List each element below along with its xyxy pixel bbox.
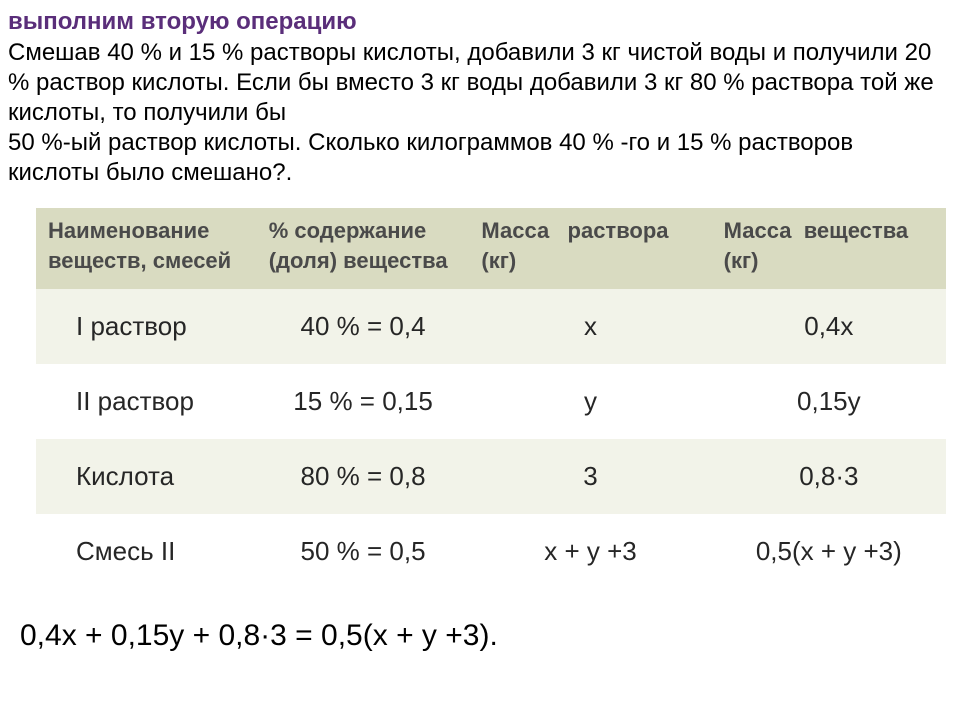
cell-mass-substance: 0,15y [712,364,946,439]
data-table: Наименование веществ, смесей % содержани… [36,208,946,589]
table-header-solution-mass: Масса раствора (кг) [469,208,711,289]
table-header-name: Наименование веществ, смесей [36,208,257,289]
problem-statement: Смешав 40 % и 15 % растворы кислоты, доб… [8,38,940,188]
table-row: I раствор 40 % = 0,4 x 0,4x [36,289,946,364]
table-row: Смесь II 50 % = 0,5 x + y +3 0,5(x + y +… [36,514,946,589]
cell-mass-solution: 3 [469,439,711,514]
slide-content: выполним вторую операцию Смешав 40 % и 1… [0,0,960,653]
table-header-solution-mass-text: Масса раствора (кг) [481,218,668,273]
cell-mass-solution: x [469,289,711,364]
cell-name: I раствор [36,289,257,364]
slide-title: выполним вторую операцию [8,8,940,36]
cell-name: Смесь II [36,514,257,589]
cell-percent: 15 % = 0,15 [257,364,470,439]
table-header-percent: % содержание (доля) вещества [257,208,470,289]
result-equation: 0,4x + 0,15y + 0,8·3 = 0,5(x + y +3). [20,619,940,653]
cell-mass-substance: 0,4x [712,289,946,364]
cell-percent: 80 % = 0,8 [257,439,470,514]
cell-percent: 50 % = 0,5 [257,514,470,589]
cell-mass-substance: 0,8·3 [712,439,946,514]
cell-name: II раствор [36,364,257,439]
cell-name: Кислота [36,439,257,514]
cell-mass-substance: 0,5(x + y +3) [712,514,946,589]
table-header-substance-mass-text: Масса вещества (кг) [724,218,909,273]
cell-percent: 40 % = 0,4 [257,289,470,364]
table-row: Кислота 80 % = 0,8 3 0,8·3 [36,439,946,514]
table-row: II раствор 15 % = 0,15 y 0,15y [36,364,946,439]
cell-mass-solution: x + y +3 [469,514,711,589]
table-header-substance-mass: Масса вещества (кг) [712,208,946,289]
cell-mass-solution: y [469,364,711,439]
